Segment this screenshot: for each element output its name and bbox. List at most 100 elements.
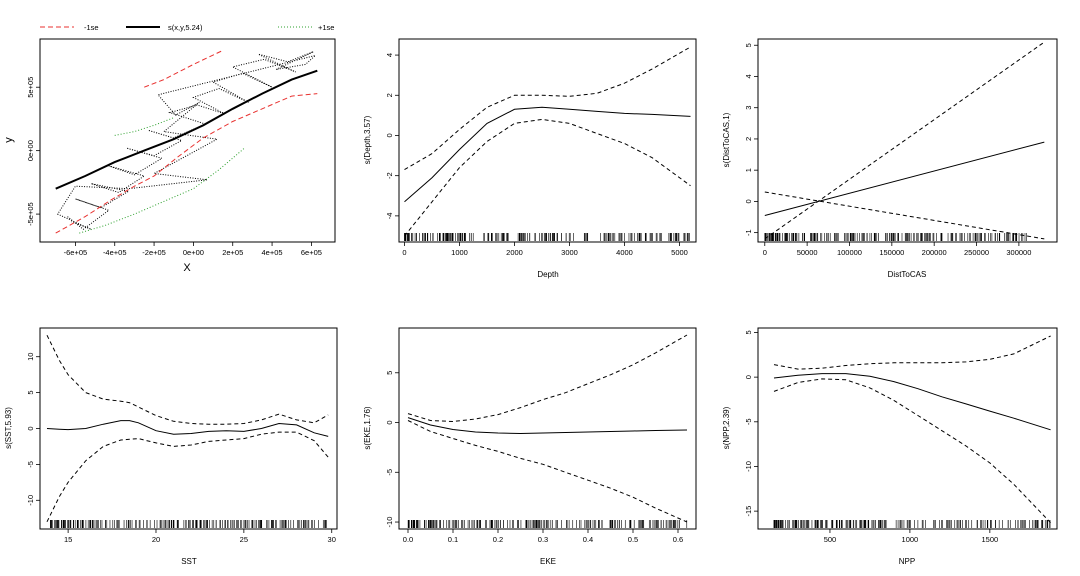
fit-line: [404, 106, 691, 203]
axis-layer: 0 1000 2000 3000 4000 5000 -4 -2 0 2 4: [385, 53, 688, 257]
upper-ci-line: [404, 46, 691, 171]
x-tick-label: 6e+05: [301, 248, 322, 257]
x-axis-label: EKE: [540, 557, 556, 566]
marks-layer: [764, 41, 1045, 241]
marks-layer: [773, 335, 1051, 528]
plus-se-line: [114, 117, 174, 136]
x-axis-label: DistToCAS: [888, 270, 927, 279]
x-tick-label: 200000: [922, 248, 947, 257]
x-tick-label: 50000: [797, 248, 818, 257]
y-tick-label: -2: [385, 172, 394, 179]
y-tick-label: -5: [26, 461, 35, 468]
plot-frame: [757, 327, 1058, 530]
y-tick-label: -10: [385, 517, 394, 528]
x-tick-label: 0.2: [493, 535, 503, 544]
y-tick-label: 5: [26, 391, 35, 395]
x-tick-label: 3000: [561, 248, 578, 257]
y-axis-label: s(DistToCAS,1): [722, 112, 731, 167]
x-tick-label: 1500: [982, 535, 999, 544]
rug: [50, 520, 327, 528]
x-tick-label: 1000: [451, 248, 468, 257]
fit-line: [407, 417, 688, 435]
y-tick-label: -10: [26, 495, 35, 506]
x-tick-label: 0: [402, 248, 406, 257]
y-tick-label: 1: [744, 168, 753, 172]
lower-ci-line: [407, 420, 688, 523]
minus-se-line: [55, 93, 318, 234]
upper-ci-line: [46, 334, 329, 425]
x-tick-label: 0.6: [673, 535, 683, 544]
x-tick-label: 2000: [506, 248, 523, 257]
panel-eke: 0.0 0.1 0.2 0.3 0.4 0.5 0.6 -10 -5 0 5 EKE s(EKE,1…: [363, 327, 697, 566]
x-tick-label: 0.4: [583, 535, 593, 544]
x-tick-label: 0e+00: [183, 248, 204, 257]
legend-plus-label: +1se: [318, 23, 334, 32]
x-tick-label: -2e+05: [142, 248, 166, 257]
marks-layer: [55, 49, 318, 234]
y-tick-label: 5: [385, 371, 394, 375]
y-tick-label: 0: [744, 199, 753, 203]
y-tick-label: 4: [385, 53, 394, 57]
x-tick-label: 500: [824, 535, 837, 544]
y-tick-label: 5: [744, 43, 753, 47]
x-tick-label: -6e+05: [64, 248, 88, 257]
lower-ci-line: [46, 431, 329, 523]
y-tick-label: 0: [26, 426, 35, 430]
panel-sst: 15 20 25 30 -10 -5 0 5 10 SST s(SST,5.93): [4, 327, 338, 566]
x-tick-label: 100000: [837, 248, 862, 257]
rug: [407, 520, 688, 528]
x-axis-label: NPP: [899, 557, 915, 566]
x-tick-label: 300000: [1006, 248, 1031, 257]
x-tick-label: 0.5: [628, 535, 638, 544]
fit-line: [764, 141, 1045, 216]
panel-spatial: -6e+05 -4e+05 -2e+05 0e+00 2e+05 4e+05 6e+05 -5…: [3, 38, 336, 274]
y-tick-label: 0: [385, 420, 394, 424]
marks-layer: [46, 334, 329, 528]
x-axis-label: Depth: [537, 270, 558, 279]
x-tick-label: 1000: [902, 535, 919, 544]
x-tick-label: 4e+05: [262, 248, 283, 257]
y-tick-label: 4: [744, 74, 753, 78]
y-tick-label: -15: [744, 506, 753, 517]
x-tick-label: 20: [152, 535, 160, 544]
y-axis-label: s(NPP,2.39): [722, 406, 731, 449]
axis-layer: 0 50000 100000 150000 200000 250000 300000 -1 0 1…: [744, 43, 1031, 257]
y-axis-label: s(SST,5.93): [4, 407, 13, 449]
x-tick-label: 25: [240, 535, 248, 544]
x-tick-label: 0.3: [538, 535, 548, 544]
marks-layer: [407, 334, 688, 528]
panel-disttocas: 0 50000 100000 150000 200000 250000 300000 -1 0 1…: [722, 38, 1058, 279]
y-tick-label: 0e+00: [26, 140, 35, 161]
y-tick-label: 5e+05: [26, 77, 35, 98]
x-axis-label: SST: [181, 557, 197, 566]
plot-frame: [39, 38, 336, 243]
x-axis-label: X: [183, 262, 191, 274]
x-tick-label: 5000: [671, 248, 688, 257]
upper-ci-line: [773, 335, 1051, 370]
x-tick-label: 30: [328, 535, 336, 544]
y-axis-label: s(EKE,1.76): [363, 406, 372, 449]
x-tick-label: 0.0: [403, 535, 413, 544]
y-tick-label: 10: [26, 353, 35, 361]
axis-layer: -6e+05 -4e+05 -2e+05 0e+00 2e+05 4e+05 6e+05 -5…: [26, 77, 322, 257]
x-tick-label: -4e+05: [103, 248, 127, 257]
y-tick-label: -1: [744, 229, 753, 236]
y-tick-label: -10: [744, 461, 753, 472]
lower-ci-line: [773, 378, 1051, 524]
x-tick-label: 4000: [616, 248, 633, 257]
panel-npp: 500 1000 1500 -15 -10 -5 0 5 NPP s(NPP,2.39): [722, 327, 1058, 566]
marks-layer: [404, 46, 691, 241]
rug: [764, 233, 1027, 241]
fit-line: [55, 69, 318, 190]
y-tick-label: 3: [744, 106, 753, 110]
upper-ci-line: [764, 41, 1045, 240]
legend: -1se s(x,y,5.24) +1se: [40, 23, 334, 32]
axis-layer: 500 1000 1500 -15 -10 -5 0 5: [744, 330, 998, 544]
x-tick-label: 15: [64, 535, 72, 544]
minus-se-line: [144, 49, 224, 88]
plus-se-line: [79, 147, 245, 234]
x-tick-label: 250000: [964, 248, 989, 257]
track-line: [56, 51, 316, 230]
legend-main-label: s(x,y,5.24): [168, 23, 203, 32]
